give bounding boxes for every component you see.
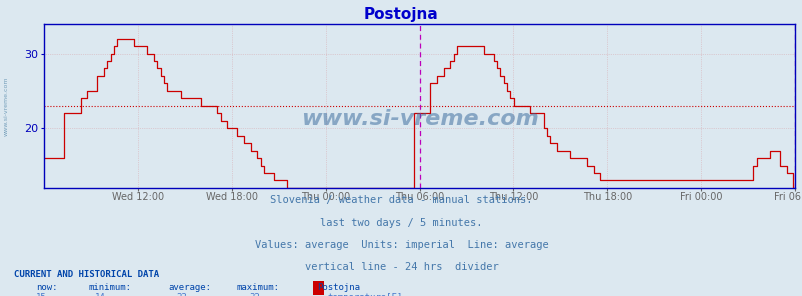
Text: Postojna: Postojna	[317, 283, 360, 292]
Text: average:: average:	[168, 283, 212, 292]
Text: www.si-vreme.com: www.si-vreme.com	[4, 77, 9, 136]
Text: Postojna: Postojna	[363, 7, 439, 22]
Text: 32: 32	[249, 293, 259, 296]
Text: Values: average  Units: imperial  Line: average: Values: average Units: imperial Line: av…	[254, 240, 548, 250]
Text: maximum:: maximum:	[237, 283, 280, 292]
Text: 23: 23	[176, 293, 187, 296]
Text: 15: 15	[36, 293, 47, 296]
Text: Slovenia / weather data - manual stations.: Slovenia / weather data - manual station…	[270, 195, 532, 205]
Text: temperature[F]: temperature[F]	[327, 293, 403, 296]
Text: now:: now:	[36, 283, 58, 292]
Text: last two days / 5 minutes.: last two days / 5 minutes.	[320, 218, 482, 228]
Text: 14: 14	[95, 293, 105, 296]
Text: www.si-vreme.com: www.si-vreme.com	[300, 109, 538, 129]
Text: vertical line - 24 hrs  divider: vertical line - 24 hrs divider	[304, 262, 498, 272]
Text: CURRENT AND HISTORICAL DATA: CURRENT AND HISTORICAL DATA	[14, 270, 160, 279]
Text: minimum:: minimum:	[88, 283, 132, 292]
